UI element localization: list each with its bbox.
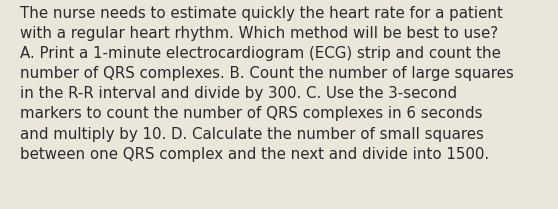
Text: The nurse needs to estimate quickly the heart rate for a patient
with a regular : The nurse needs to estimate quickly the … (20, 6, 513, 162)
